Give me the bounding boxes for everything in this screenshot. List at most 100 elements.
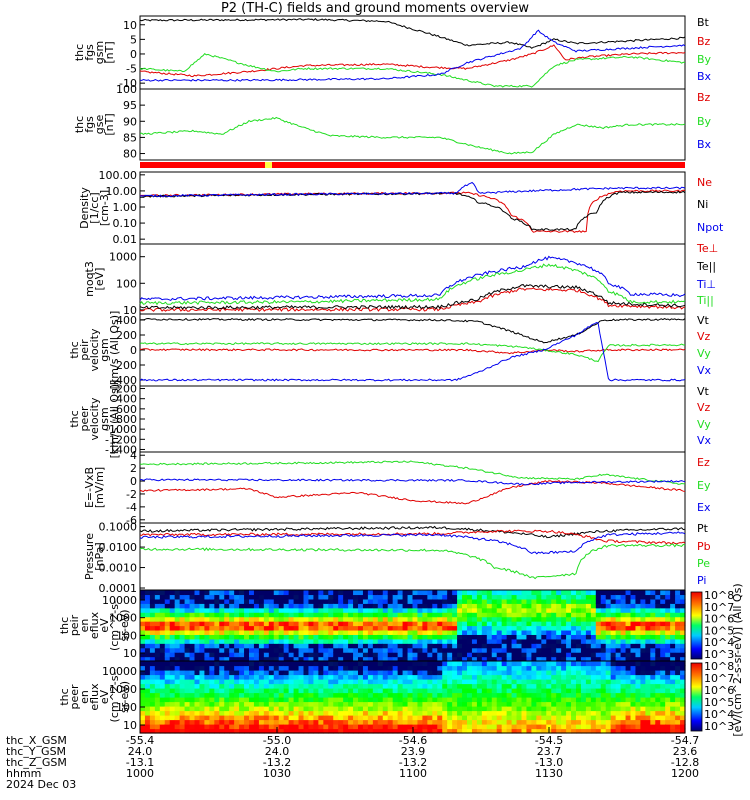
spectrogram-cell [244, 701, 250, 707]
spectrogram-cell [249, 679, 255, 685]
spectrogram-cell [258, 603, 265, 609]
spectrogram-cell [457, 629, 463, 635]
spectrogram-cell [258, 706, 265, 712]
spectrogram-cell [244, 706, 250, 712]
spectrogram-cell [635, 670, 641, 676]
y-tick-label: -2 [126, 488, 137, 501]
spectrogram-cell [199, 701, 205, 707]
spectrogram-cell [605, 598, 612, 604]
spectrogram-cell [283, 603, 290, 609]
spectrogram-cell [199, 643, 205, 649]
spectrogram-cell [219, 665, 225, 671]
spectrogram-cell [655, 621, 661, 627]
spectrogram-cell [531, 674, 537, 680]
spectrogram-cell [273, 724, 280, 730]
spectrogram-cell [585, 706, 592, 712]
spectrogram-cell [675, 594, 681, 600]
spectrogram-cell [650, 590, 656, 596]
spectrogram-cell [595, 629, 602, 635]
spectrogram-cell [412, 629, 419, 635]
spectrogram-cell [580, 616, 587, 622]
spectrogram-cell [293, 656, 300, 662]
spectrogram-cell [645, 590, 651, 596]
spectrogram-cell [387, 612, 394, 618]
spectrogram-cell [253, 625, 260, 631]
spectrogram-cell [140, 665, 146, 671]
spectrogram-cell [491, 594, 498, 600]
spectrogram-cell [179, 634, 186, 640]
spectrogram-cell [635, 629, 641, 635]
spectrogram-cell [140, 697, 146, 703]
spectrogram-cell [605, 706, 612, 712]
spectrogram-cell [353, 670, 359, 676]
spectrogram-cell [511, 621, 518, 627]
spectrogram-cell [462, 728, 468, 734]
spectrogram-cell [278, 616, 285, 622]
spectrogram-cell [467, 710, 473, 716]
spectrogram-cell [149, 674, 156, 680]
spectrogram-cell [457, 701, 463, 707]
y-axis-label: Density [78, 187, 91, 229]
spectrogram-cell [576, 710, 582, 716]
mode-bar [140, 162, 685, 168]
spectrogram-cell [323, 679, 329, 685]
spectrogram-cell [303, 661, 310, 667]
spectrogram-cell [392, 710, 399, 716]
spectrogram-cell [348, 679, 354, 685]
spectrogram-cell [442, 728, 448, 734]
spectrogram-cell [620, 629, 627, 635]
spectrogram-cell [194, 719, 201, 725]
spectrogram-cell [234, 661, 240, 667]
spectrogram-cell [496, 629, 503, 635]
spectrogram-cell [253, 661, 260, 667]
spectrogram-cell [323, 719, 329, 725]
spectrogram-cell [655, 594, 661, 600]
spectrogram-cell [432, 621, 438, 627]
spectrogram-cell [308, 616, 314, 622]
spectrogram-cell [471, 679, 478, 685]
spectrogram-cell [580, 603, 587, 609]
spectrogram-cell [427, 701, 433, 707]
spectrogram-cell [154, 701, 161, 707]
spectrogram-cell [224, 612, 230, 618]
spectrogram-cell [660, 670, 666, 676]
spectrogram-cell [476, 719, 483, 725]
spectrogram-cell [595, 616, 602, 622]
spectrogram-cell [293, 665, 300, 671]
spectrogram-cell [234, 621, 240, 627]
spectrogram-cell [358, 692, 364, 698]
spectrogram-cell [140, 719, 146, 725]
spectrogram-cell [615, 665, 622, 671]
spectrogram-cell [239, 661, 245, 667]
spectrogram-cell [511, 692, 518, 698]
spectrogram-cell [407, 612, 414, 618]
y-tick-label: -200 [112, 383, 137, 396]
spectrogram-cell [412, 612, 419, 618]
spectrogram-cell [387, 638, 394, 644]
spectrogram-cell [348, 634, 354, 640]
spectrogram-cell [491, 701, 498, 707]
spectrogram-cell [308, 697, 314, 703]
spectrogram-cell [298, 621, 305, 627]
spectrogram-cell [293, 670, 300, 676]
spectrogram-cell [239, 701, 245, 707]
spectrogram-cell [288, 656, 295, 662]
spectrogram-cell [447, 728, 453, 734]
spectrogram-cell [258, 692, 265, 698]
spectrogram-cell [620, 603, 627, 609]
spectrogram-cell [576, 670, 582, 676]
spectrogram-cell [675, 629, 681, 635]
spectrogram-cell [313, 670, 319, 676]
spectrogram-cell [308, 607, 314, 613]
time-tick-label: 1200 [671, 767, 699, 780]
spectrogram-cell [402, 697, 409, 703]
spectrogram-cell [179, 688, 186, 694]
spectrogram-cell [278, 603, 285, 609]
spectrogram-cell [224, 616, 230, 622]
spectrogram-cell [189, 688, 196, 694]
spectrogram-cell [476, 670, 483, 676]
series-line-pt [139, 525, 686, 539]
spectrogram-cell [625, 598, 632, 604]
y-tick-label: 1000 [109, 683, 137, 696]
spectrogram-cell [427, 594, 433, 600]
